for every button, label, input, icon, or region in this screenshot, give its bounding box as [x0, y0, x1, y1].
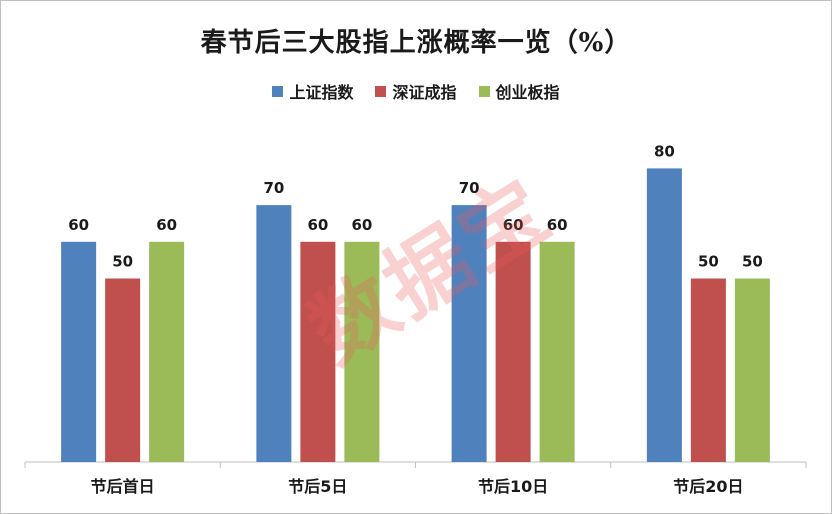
- x-tick-label-1: 节后5日: [288, 477, 347, 496]
- bar-0-0: [61, 241, 97, 462]
- bar-1-0: [256, 205, 292, 462]
- data-label-2-0: 70: [459, 179, 480, 197]
- legend-item-chinext: 创业板指: [478, 79, 560, 103]
- bar-2-0: [451, 205, 487, 462]
- legend-swatch-chinext: [478, 85, 490, 97]
- data-label-1-1: 60: [307, 216, 328, 234]
- data-label-0-1: 50: [112, 253, 133, 271]
- bar-3-0: [646, 168, 682, 462]
- bar-1-1: [300, 241, 336, 462]
- data-label-2-2: 60: [547, 216, 568, 234]
- data-label-0-0: 60: [68, 216, 89, 234]
- bar-2-1: [495, 241, 531, 462]
- data-label-1-2: 60: [351, 216, 372, 234]
- legend-swatch-shenzhen: [375, 85, 387, 97]
- bar-0-1: [105, 278, 141, 462]
- bar-0-2: [149, 241, 185, 462]
- bar-2-2: [539, 241, 575, 462]
- data-label-3-2: 50: [742, 253, 763, 271]
- chart-title: 春节后三大股指上涨概率一览（%）: [200, 28, 632, 58]
- legend-label-shenzhen: 深证成指: [392, 83, 457, 102]
- legend-label-chinext: 创业板指: [495, 83, 560, 102]
- x-tick-label-0: 节后首日: [91, 477, 155, 496]
- x-tick-label-2: 节后10日: [478, 477, 548, 496]
- chart-legend: 上证指数 深证成指 创业板指: [0, 79, 832, 103]
- legend-label-shanghai: 上证指数: [289, 83, 354, 102]
- legend-item-shanghai: 上证指数: [272, 79, 353, 103]
- x-tick-label-3: 节后20日: [673, 477, 743, 496]
- legend-swatch-shanghai: [272, 85, 284, 97]
- bar-3-1: [690, 278, 726, 462]
- data-label-3-1: 50: [698, 253, 719, 271]
- bar-3-2: [734, 278, 770, 462]
- bar-1-2: [344, 241, 380, 462]
- data-label-1-0: 70: [263, 179, 284, 197]
- data-label-0-2: 60: [156, 216, 177, 234]
- data-label-2-1: 60: [503, 216, 524, 234]
- legend-item-shenzhen: 深证成指: [375, 79, 457, 103]
- data-label-3-0: 80: [654, 142, 675, 160]
